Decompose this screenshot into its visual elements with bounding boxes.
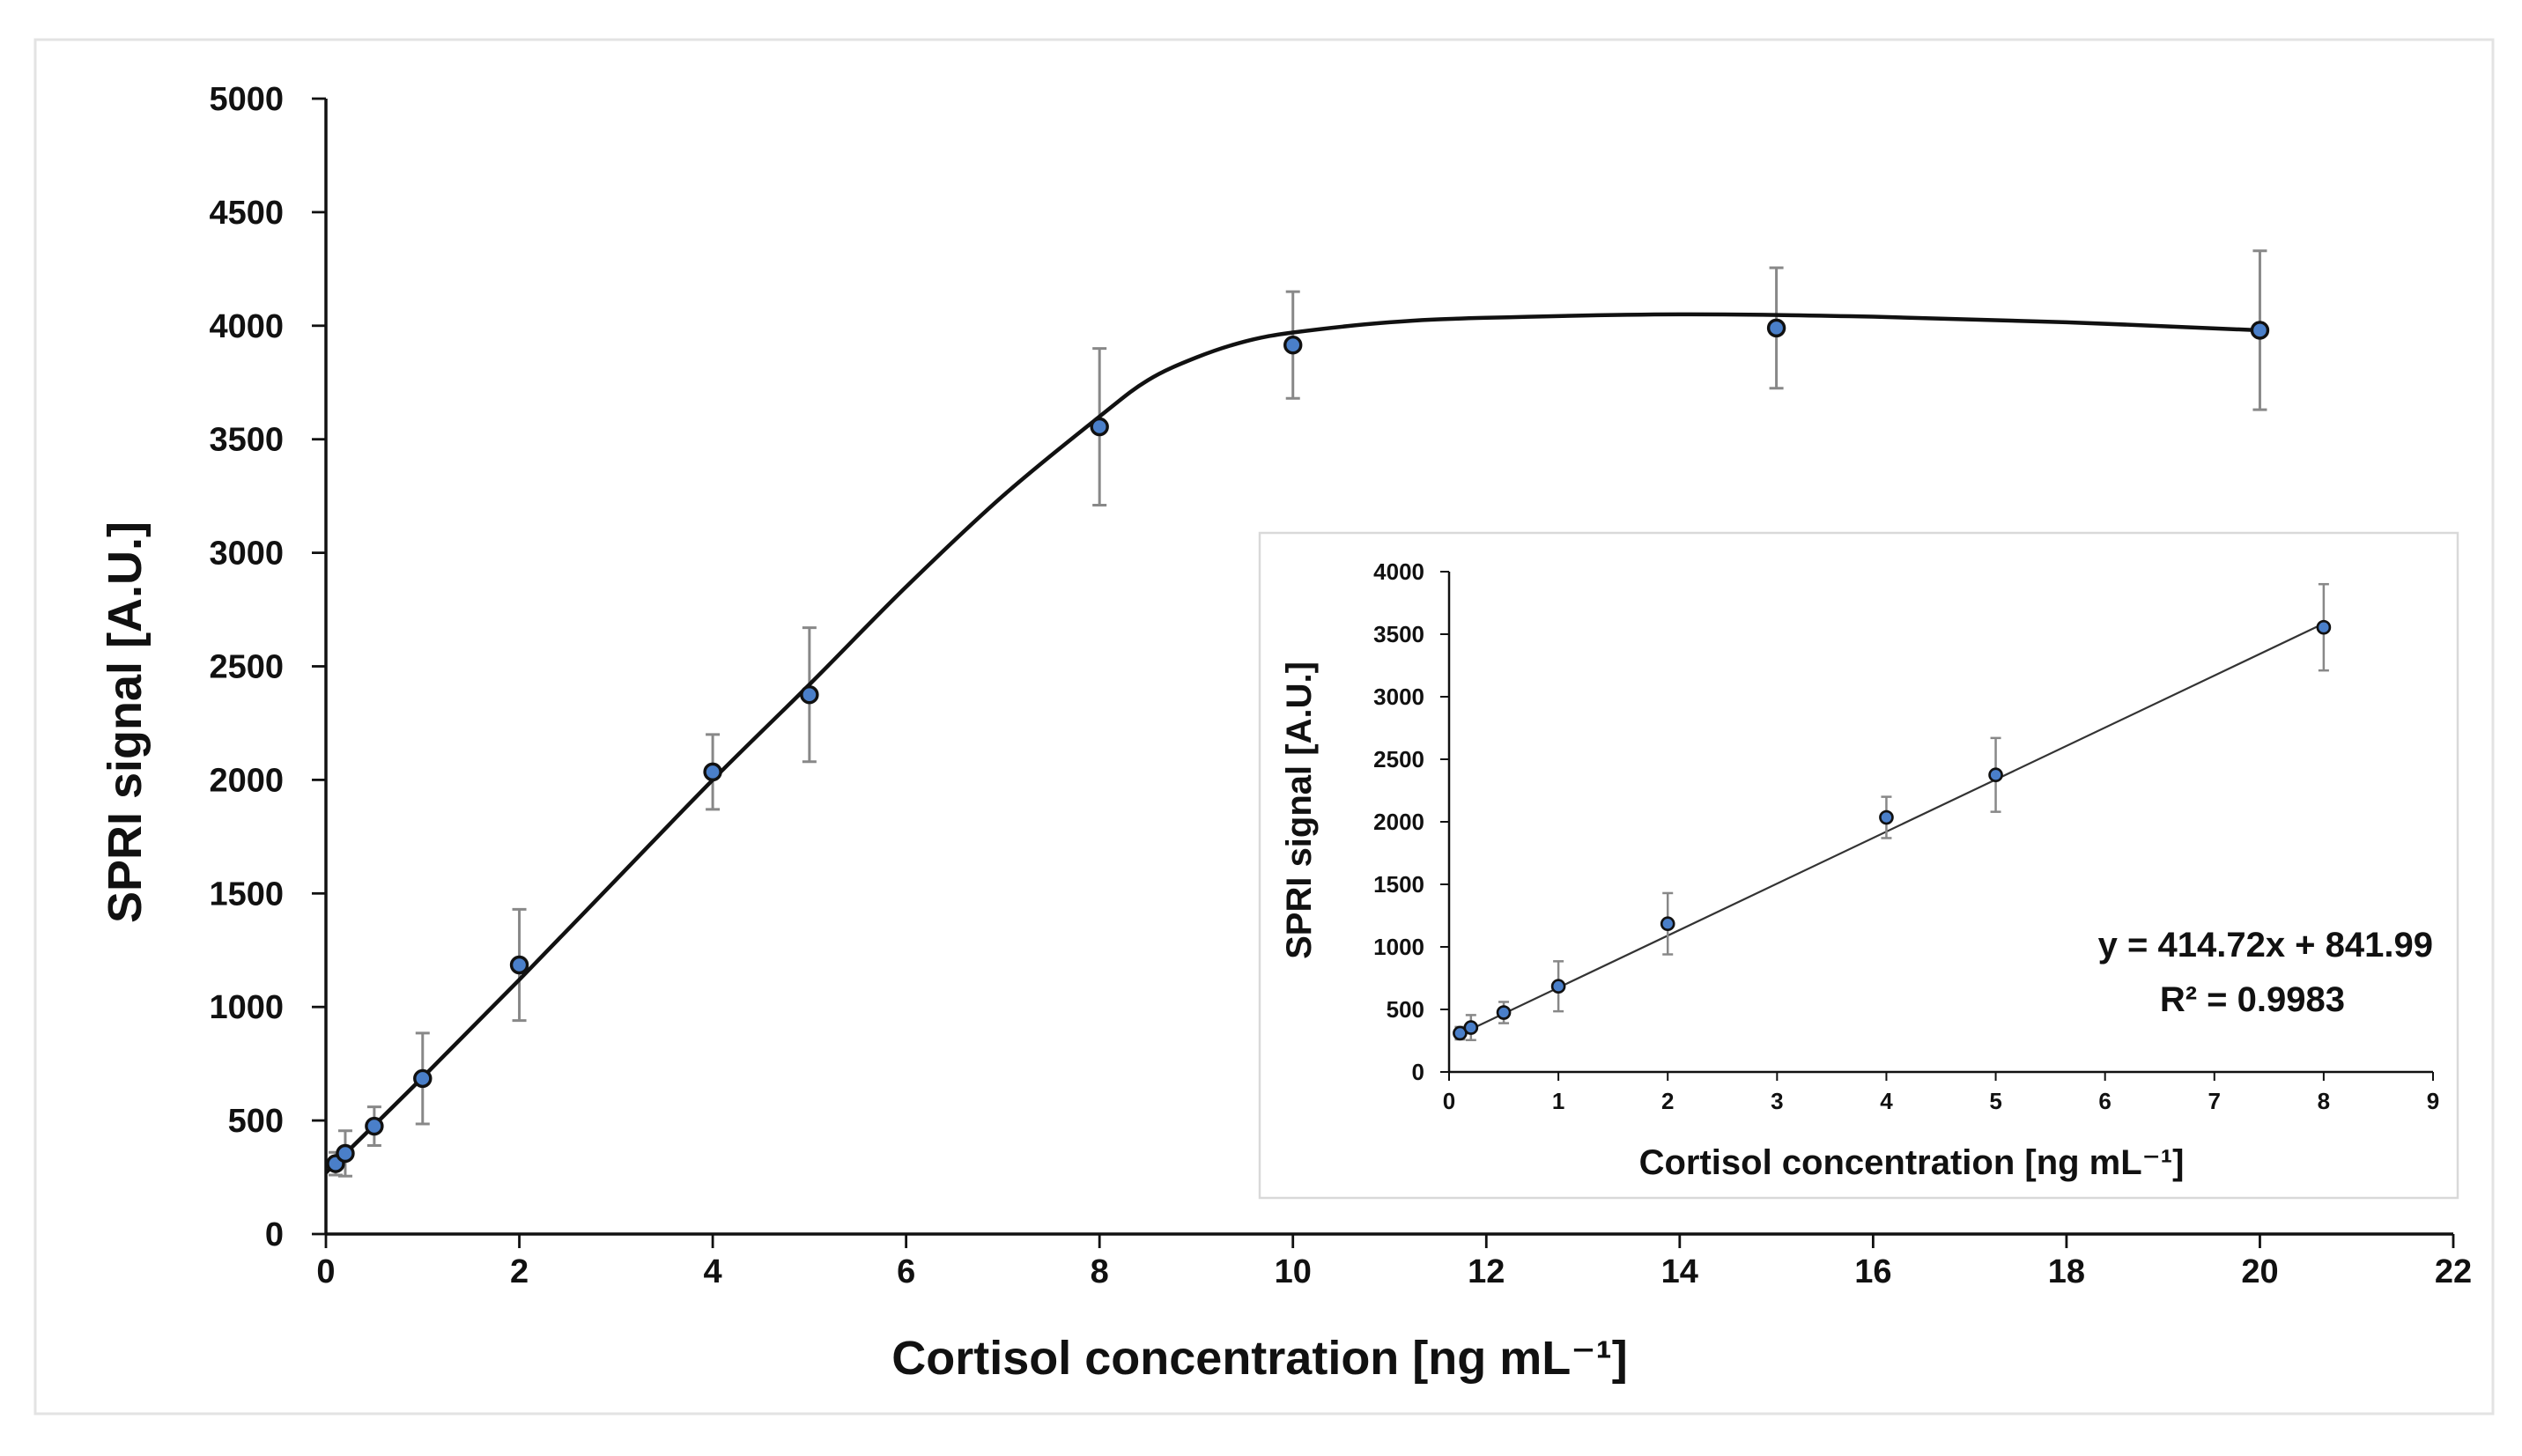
inset-x-tick-label: 7 — [2208, 1088, 2221, 1114]
main-data-point — [1283, 336, 1303, 355]
main-y-tick-label: 4000 — [209, 308, 284, 345]
main-x-tick-label: 12 — [1468, 1253, 1505, 1290]
main-x-tick-label: 18 — [2048, 1253, 2085, 1290]
inset-y-tick-label: 500 — [1387, 996, 1424, 1023]
main-x-tick-label: 22 — [2435, 1253, 2472, 1290]
main-chart: 0 2 4 6 8 10 12 14 16 18 20 22 05001000150020002500… — [99, 81, 2472, 1385]
main-data-points — [326, 318, 2270, 1173]
inset-x-tick-label: 5 — [1989, 1088, 2001, 1114]
main-data-point — [2250, 321, 2270, 340]
inset-x-axis-label: Cortisol concentration [ng mL⁻¹] — [1639, 1143, 2185, 1182]
inset-chart: 0 1 2 3 4 5 6 7 8 9 0 500 1000 1500 2000 2500 3000 3500 4… — [1258, 531, 2459, 1200]
main-x-tick-label: 8 — [1091, 1253, 1109, 1290]
inset-r-squared: R² = 0.9983 — [2160, 980, 2345, 1019]
main-data-point — [1090, 417, 1109, 437]
inset-y-tick-label: 1500 — [1373, 871, 1424, 898]
main-data-point — [509, 955, 529, 975]
main-data-point — [413, 1068, 433, 1089]
main-y-tick-label: 2500 — [209, 649, 284, 686]
inset-x-tick-label: 2 — [1661, 1088, 1674, 1114]
main-y-tick-label: 1500 — [209, 876, 284, 913]
inset-frame — [1258, 531, 2459, 1200]
inset-y-tick-label: 4000 — [1373, 558, 1424, 585]
inset-x-tick-label: 4 — [1880, 1088, 1893, 1114]
main-axes — [312, 97, 2455, 1248]
main-y-tick-label: 3000 — [209, 536, 284, 573]
inset-data-point — [1660, 916, 1675, 932]
inset-data-point — [1879, 809, 1894, 825]
inset-x-tick-labels: 0 1 2 3 4 5 6 7 8 9 — [1443, 1088, 2439, 1114]
main-data-point — [336, 1143, 355, 1164]
inset-y-tick-label: 0 — [1412, 1059, 1424, 1085]
inset-x-tick-label: 6 — [2098, 1088, 2111, 1114]
inset-data-point — [2316, 619, 2332, 635]
main-y-tick-label: 2000 — [209, 762, 284, 799]
main-data-point — [703, 762, 722, 782]
main-y-tick-label: 4500 — [209, 195, 284, 232]
inset-data-point — [1988, 767, 2003, 783]
main-y-tick-label: 500 — [228, 1103, 284, 1140]
inset-data-point — [1550, 979, 1566, 994]
inset-x-tick-label: 1 — [1552, 1088, 1564, 1114]
main-y-tick-labels: 0 500 1000 1500 2000 2500 3000 3500 4000 4500 5000 — [209, 81, 284, 1253]
inset-equation: y = 414.72x + 841.99 — [2098, 926, 2433, 965]
main-y-tick-label: 1000 — [209, 989, 284, 1026]
inset-y-tick-label: 2000 — [1373, 809, 1424, 835]
inset-y-tick-labels: 0 500 1000 1500 2000 2500 3000 3500 4000 — [1373, 558, 1424, 1085]
inset-x-tick-label: 0 — [1443, 1088, 1455, 1114]
main-y-tick-label: 0 — [265, 1216, 284, 1253]
main-data-point — [1766, 318, 1786, 338]
main-x-tick-label: 6 — [897, 1253, 915, 1290]
main-x-tick-label: 20 — [2241, 1253, 2278, 1290]
inset-y-axis-label: SPRI signal [A.U.] — [1280, 661, 1319, 959]
main-x-axis-label: Cortisol concentration [ng mL⁻¹] — [891, 1332, 1627, 1385]
main-x-tick-label: 4 — [704, 1253, 722, 1290]
inset-x-tick-label: 9 — [2427, 1088, 2439, 1114]
main-x-tick-label: 0 — [316, 1253, 335, 1290]
inset-data-points — [1453, 619, 2332, 1041]
main-x-tick-label: 2 — [510, 1253, 529, 1290]
inset-data-point — [1453, 1025, 1468, 1041]
main-x-tick-label: 16 — [1854, 1253, 1891, 1290]
main-data-point — [365, 1116, 384, 1136]
main-y-axis-label: SPRI signal [A.U.] — [99, 521, 152, 923]
main-x-tick-labels: 0 2 4 6 8 10 12 14 16 18 20 22 — [316, 1253, 2472, 1290]
main-x-tick-label: 10 — [1275, 1253, 1312, 1290]
inset-data-point — [1496, 1005, 1512, 1020]
inset-fit-line — [1459, 622, 2325, 1036]
main-y-tick-label: 5000 — [209, 81, 284, 118]
main-x-tick-label: 14 — [1661, 1253, 1698, 1290]
inset-data-point — [1463, 1020, 1479, 1035]
inset-y-tick-label: 1000 — [1373, 934, 1424, 960]
inset-axes — [1440, 571, 2434, 1081]
main-fit-curve — [324, 312, 2260, 1174]
main-y-tick-label: 3500 — [209, 422, 284, 459]
inset-x-tick-label: 3 — [1771, 1088, 1783, 1114]
inset-x-tick-label: 8 — [2318, 1088, 2330, 1114]
main-data-point — [800, 685, 819, 705]
inset-y-tick-label: 2500 — [1373, 746, 1424, 772]
inset-y-tick-label: 3000 — [1373, 684, 1424, 710]
inset-y-tick-label: 3500 — [1373, 621, 1424, 647]
